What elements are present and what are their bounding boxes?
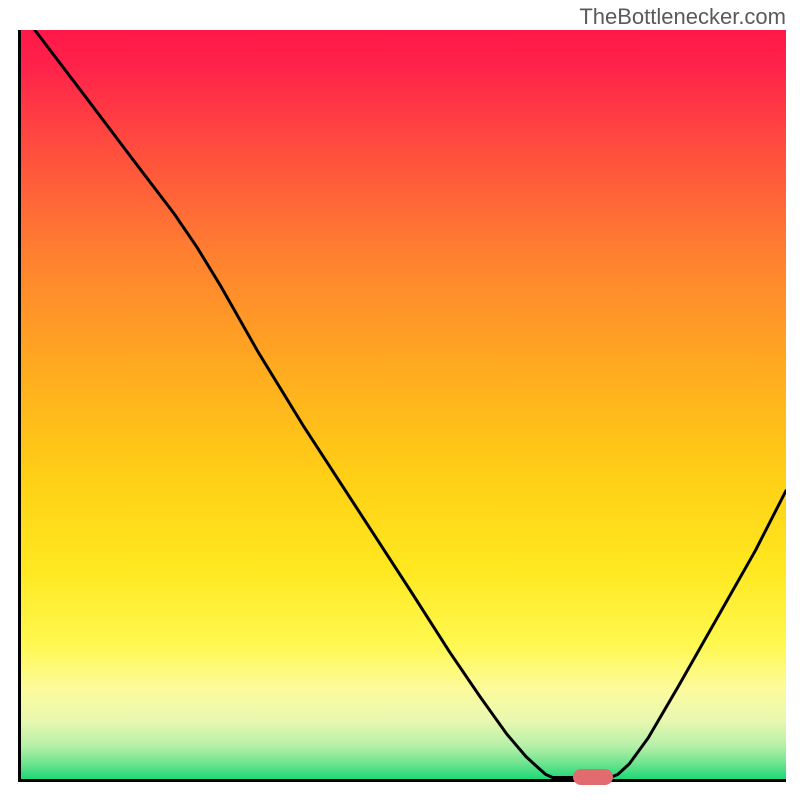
highlight-marker (573, 769, 613, 785)
curve-line (21, 30, 786, 779)
watermark-text: TheBottlenecker.com (579, 4, 786, 30)
plot-area (18, 30, 786, 782)
chart-container: TheBottlenecker.com (0, 0, 800, 800)
